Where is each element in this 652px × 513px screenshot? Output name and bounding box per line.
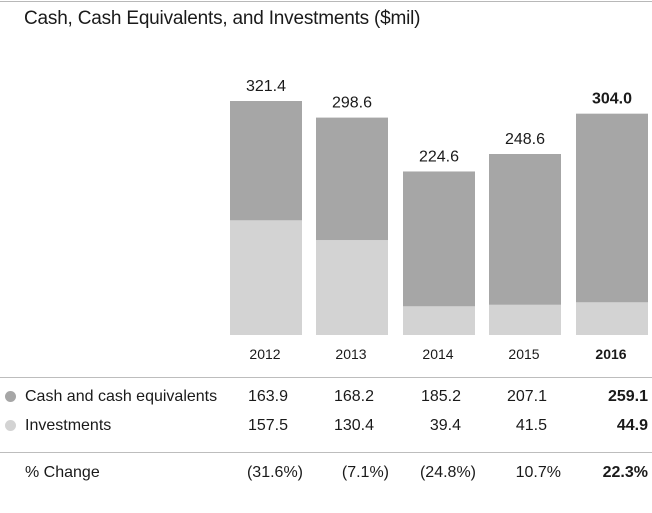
investments-value-2015: 41.5 xyxy=(515,417,547,434)
cash-legend-dot xyxy=(5,391,16,402)
bar-cash-2012 xyxy=(230,101,302,221)
investments-value-2012: 157.5 xyxy=(247,417,288,434)
cash-row-label: Cash and cash equivalents xyxy=(25,388,218,405)
bar-total-label-2014: 224.6 xyxy=(419,148,459,165)
cash-value-2014: 185.2 xyxy=(420,388,461,405)
bar-total-label-2012: 321.4 xyxy=(246,78,286,95)
year-label-2013: 2013 xyxy=(335,346,367,362)
year-label-2016: 2016 xyxy=(595,346,627,362)
bar-cash-2014 xyxy=(403,171,475,307)
bar-total-label-2015: 248.6 xyxy=(505,131,545,148)
pct-change-row-label: % Change xyxy=(25,464,100,481)
cash-value-2015: 207.1 xyxy=(506,388,547,405)
bar-cash-2015 xyxy=(489,154,561,305)
bar-total-label-2016: 304.0 xyxy=(592,91,632,108)
investments-value-2014: 39.4 xyxy=(429,417,461,434)
pct-change-2012: (31.6%) xyxy=(246,464,303,481)
table-divider-bottom xyxy=(0,452,652,453)
cash-value-2012: 163.9 xyxy=(247,388,288,405)
bar-investments-2012 xyxy=(230,220,302,335)
bar-cash-2016 xyxy=(576,113,648,303)
investments-row-label: Investments xyxy=(25,417,112,434)
pct-change-2013: (7.1%) xyxy=(341,464,389,481)
bar-cash-2013 xyxy=(316,117,388,241)
investments-legend-dot xyxy=(5,420,16,431)
bar-investments-2014 xyxy=(403,306,475,335)
pct-change-2016: 22.3% xyxy=(602,464,648,481)
pct-change-2014: (24.8%) xyxy=(419,464,476,481)
cash-value-2013: 168.2 xyxy=(333,388,374,405)
pct-change-2015: 10.7% xyxy=(515,464,561,481)
year-label-2012: 2012 xyxy=(249,346,281,362)
table-divider-top xyxy=(0,377,652,378)
year-label-2014: 2014 xyxy=(422,346,454,362)
stacked-bar-chart: 321.4 298.6 224.6 248.6 304.0 xyxy=(230,78,648,335)
chart-title: Cash, Cash Equivalents, and Investments … xyxy=(24,8,421,29)
bar-investments-2015 xyxy=(489,304,561,335)
bar-total-label-2013: 298.6 xyxy=(332,95,372,112)
top-rule xyxy=(0,1,652,2)
bar-investments-2016 xyxy=(576,302,648,335)
investments-value-2016: 44.9 xyxy=(616,417,648,434)
investments-value-2013: 130.4 xyxy=(333,417,374,434)
year-label-2015: 2015 xyxy=(508,346,540,362)
cash-value-2016: 259.1 xyxy=(607,388,648,405)
bar-investments-2013 xyxy=(316,240,388,335)
